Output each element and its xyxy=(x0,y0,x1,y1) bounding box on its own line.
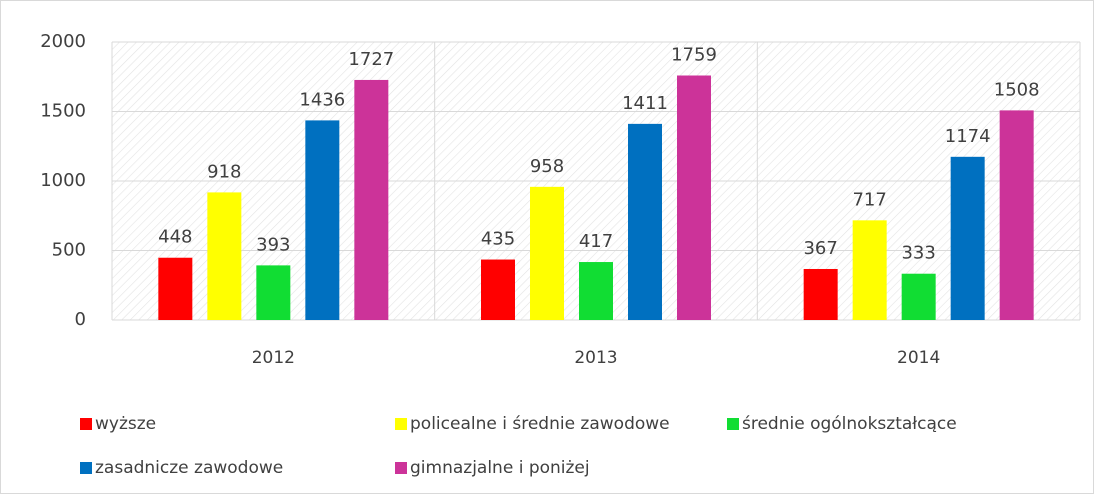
data-label: 1411 xyxy=(622,93,668,114)
bar xyxy=(852,220,887,320)
data-label: 417 xyxy=(579,231,613,252)
data-label: 1436 xyxy=(299,89,345,110)
legend-swatch xyxy=(80,418,92,430)
bar xyxy=(999,110,1034,320)
data-label: 1174 xyxy=(945,126,991,147)
data-label: 448 xyxy=(158,227,192,248)
bar xyxy=(256,265,291,320)
bar xyxy=(950,156,985,320)
x-tick-label: 2014 xyxy=(897,348,940,368)
legend-label: średnie ogólnokształcące xyxy=(742,414,957,434)
bar xyxy=(530,186,564,320)
y-tick-label: 500 xyxy=(52,240,86,261)
bar xyxy=(579,262,613,320)
data-label: 333 xyxy=(901,243,935,264)
data-label: 958 xyxy=(530,156,564,177)
bar xyxy=(207,192,242,320)
data-label: 1759 xyxy=(671,44,717,65)
legend-label: gimnazjalne i poniżej xyxy=(410,458,590,478)
data-label: 1727 xyxy=(348,49,394,70)
legend-label: zasadnicze zawodowe xyxy=(95,458,283,478)
data-label: 918 xyxy=(207,161,241,182)
data-label: 367 xyxy=(803,238,837,259)
bar xyxy=(481,259,515,320)
legend-swatch xyxy=(395,462,407,474)
data-label: 435 xyxy=(481,229,515,250)
legend-swatch xyxy=(80,462,92,474)
bar xyxy=(305,120,340,321)
y-tick-label: 0 xyxy=(75,309,86,330)
legend-label: wyższe xyxy=(95,414,156,434)
bar xyxy=(158,257,193,320)
bar xyxy=(354,79,389,321)
bar xyxy=(628,123,662,320)
data-label: 393 xyxy=(256,234,290,255)
legend-swatch xyxy=(727,418,739,430)
legend-label: policealne i średnie zawodowe xyxy=(410,414,670,434)
data-label: 1508 xyxy=(994,79,1040,100)
legend-swatch xyxy=(395,418,407,430)
y-tick-label: 1500 xyxy=(40,101,86,122)
data-label: 717 xyxy=(852,189,886,210)
x-tick-label: 2012 xyxy=(252,348,295,368)
y-tick-label: 1000 xyxy=(40,170,86,191)
bar xyxy=(803,268,838,320)
bar xyxy=(677,75,711,321)
y-tick-label: 2000 xyxy=(40,31,86,52)
bar xyxy=(901,273,936,320)
x-tick-label: 2013 xyxy=(574,348,617,368)
